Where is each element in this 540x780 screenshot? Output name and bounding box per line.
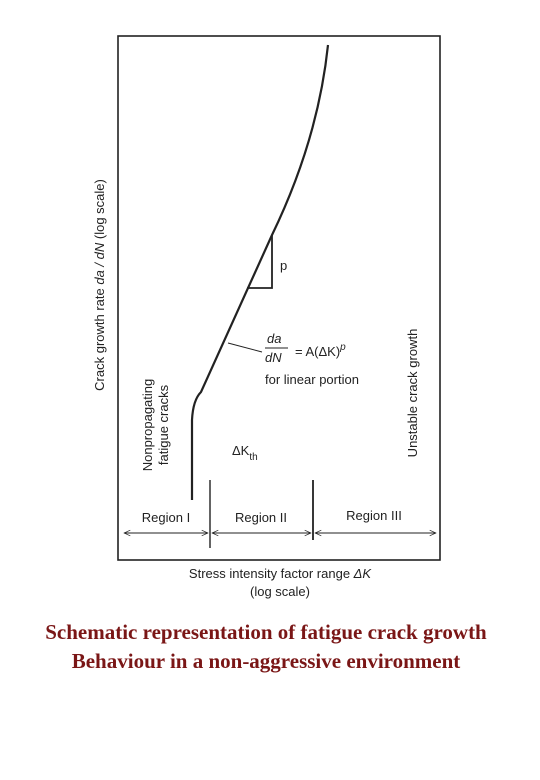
y-label-c: (log scale) — [92, 179, 107, 243]
x-axis-label: Stress intensity factor range ΔK — [189, 566, 372, 581]
threshold-symbol: ΔK — [232, 443, 250, 458]
region-label: Region I — [142, 510, 190, 525]
left-note-2: fatigue cracks — [156, 384, 171, 465]
caption-line: Schematic representation of fatigue crac… — [45, 620, 487, 644]
eq-rhs: = A(ΔK)p — [295, 342, 346, 359]
y-axis-label: Crack growth rate da / dN (log scale) — [92, 179, 107, 391]
region-label: Region II — [235, 510, 287, 525]
x-label-symbol: ΔK — [353, 566, 373, 581]
x-label-text: Stress intensity factor range — [189, 566, 354, 581]
eq-note: for linear portion — [265, 372, 359, 387]
x-axis-sublabel: (log scale) — [250, 584, 310, 599]
slope-label: p — [280, 258, 287, 273]
y-label-b: da / dN — [92, 242, 107, 285]
left-note-1: Nonpropagating — [140, 379, 155, 472]
region-label: Region III — [346, 508, 402, 523]
caption-line: Behaviour in a non-aggressive environmen… — [72, 649, 461, 673]
slope-triangle — [247, 235, 273, 289]
right-note: Unstable crack growth — [405, 329, 420, 458]
y-label-a: Crack growth rate — [92, 285, 107, 391]
growth-curve — [190, 44, 330, 500]
eq-denominator: dN — [265, 350, 282, 365]
eq-exponent: p — [339, 342, 346, 353]
eq-rhs-text: = A(ΔK) — [295, 344, 340, 359]
threshold-label: ΔKth — [232, 443, 258, 463]
threshold-sub: th — [249, 452, 257, 463]
eq-numerator: da — [267, 331, 281, 346]
leader-line — [227, 342, 263, 353]
plot-frame — [117, 35, 441, 561]
